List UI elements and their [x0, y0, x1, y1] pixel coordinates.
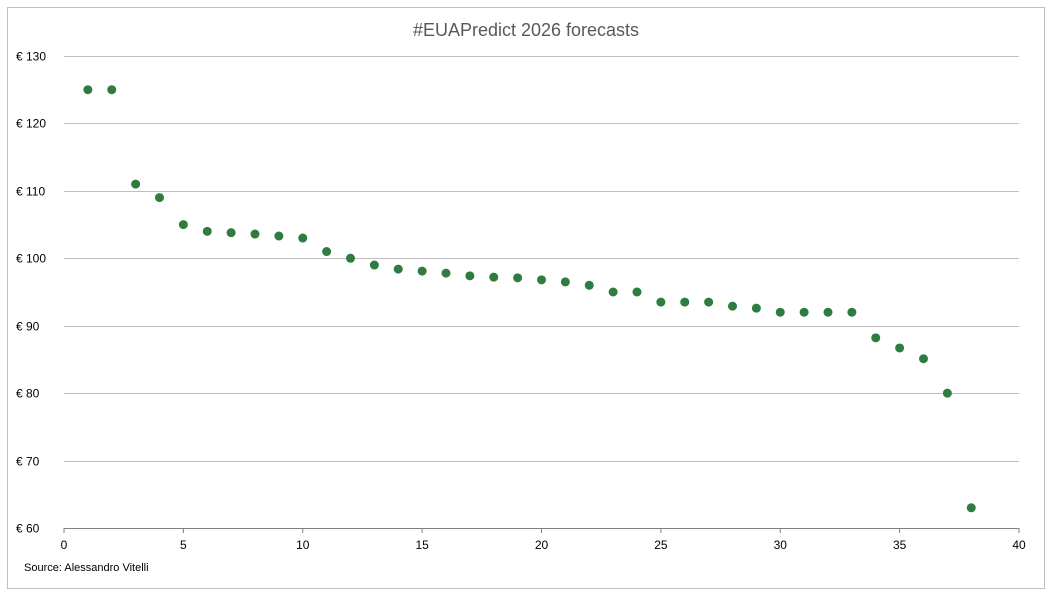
data-point: [680, 297, 690, 307]
chart-title: #EUAPredict 2026 forecasts: [413, 20, 639, 40]
y-tick-label: € 60: [16, 522, 40, 536]
data-point: [966, 503, 976, 513]
data-point: [226, 228, 236, 238]
data-point: [489, 272, 499, 282]
data-point: [107, 85, 117, 95]
data-point: [584, 280, 594, 290]
y-tick-labels: € 60 € 70 € 80 € 90 € 100 € 110 € 120 € 130: [16, 50, 46, 536]
data-point: [393, 264, 403, 274]
x-tick-label: 5: [180, 538, 187, 552]
x-tick-label: 20: [535, 538, 549, 552]
data-point: [274, 231, 284, 241]
data-point: [704, 297, 714, 307]
data-point: [537, 275, 546, 285]
data-point: [608, 287, 618, 297]
x-tick-labels: 0 5 10 15 20 25 30 35 40: [61, 538, 1026, 552]
data-point: [83, 85, 93, 95]
x-tick-label: 15: [415, 538, 429, 552]
x-tick-label: 10: [296, 538, 310, 552]
axes: [63, 528, 1020, 533]
data-point: [441, 268, 451, 278]
data-point: [465, 271, 475, 281]
chart-border: [7, 7, 1045, 589]
y-tick-label: € 110: [16, 185, 45, 199]
data-point: [298, 233, 308, 243]
data-point: [250, 229, 260, 239]
data-point: [178, 220, 188, 230]
data-point: [942, 388, 952, 398]
data-point: [513, 273, 523, 283]
x-tick-label: 0: [61, 538, 68, 552]
y-tick-label: € 100: [16, 252, 46, 266]
data-point: [417, 266, 427, 276]
y-tick-label: € 120: [16, 117, 46, 131]
data-point: [728, 301, 737, 311]
x-tick-label: 35: [893, 538, 907, 552]
data-point: [871, 333, 881, 343]
y-tick-label: € 70: [16, 455, 40, 469]
data-point: [823, 307, 833, 317]
data-point: [131, 179, 141, 189]
data-point: [751, 303, 761, 313]
y-tick-label: € 80: [16, 387, 40, 401]
gridlines: [64, 56, 1019, 462]
x-tick-label: 40: [1012, 538, 1026, 552]
data-point: [656, 297, 666, 307]
data-point: [346, 253, 355, 263]
x-tick-label: 30: [774, 538, 788, 552]
data-point: [322, 247, 332, 257]
y-tick-label: € 90: [16, 320, 40, 334]
data-point: [155, 193, 164, 203]
y-tick-label: € 130: [16, 50, 46, 64]
data-point: [560, 277, 570, 287]
data-point: [369, 260, 379, 270]
source-note: Source: Alessandro Vitelli: [24, 562, 149, 574]
x-tick-label: 25: [654, 538, 668, 552]
data-point: [775, 307, 785, 317]
data-points: [83, 85, 976, 513]
data-point: [919, 354, 928, 364]
data-point: [895, 343, 905, 353]
data-point: [799, 307, 809, 317]
data-point: [202, 226, 212, 236]
data-point: [632, 287, 642, 297]
data-point: [847, 307, 857, 317]
